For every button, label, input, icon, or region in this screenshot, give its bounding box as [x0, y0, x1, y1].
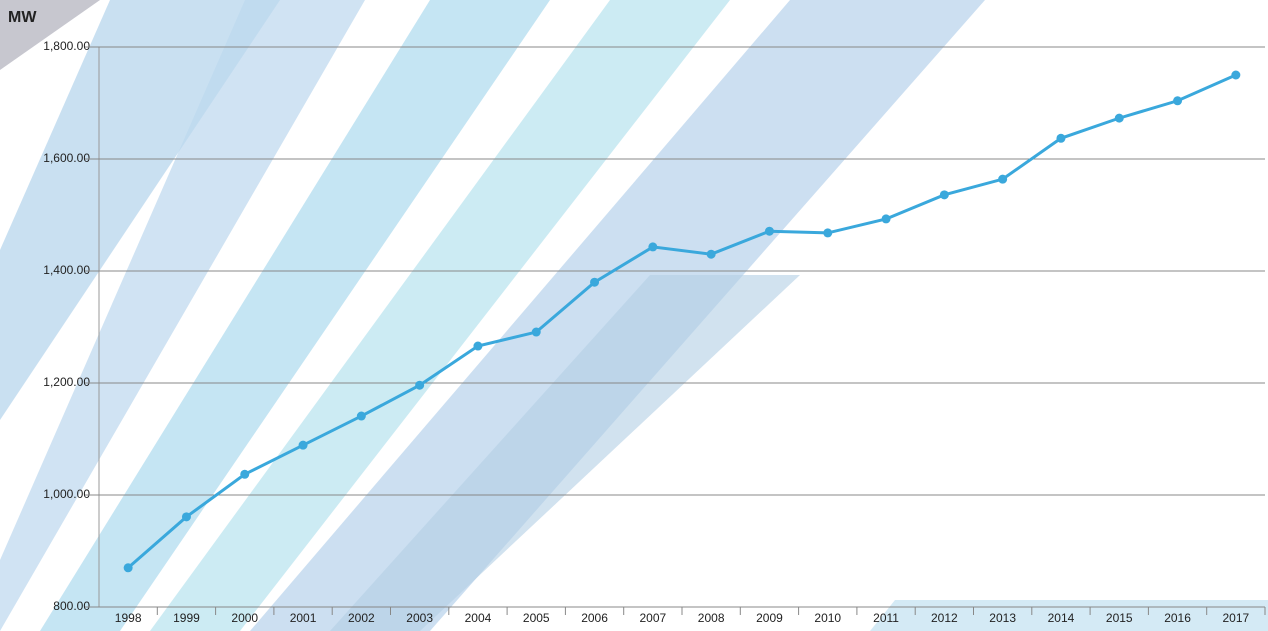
data-point	[240, 470, 249, 479]
x-tick-label: 2004	[465, 611, 492, 625]
y-tick-label: 1,400.00	[43, 263, 90, 277]
y-tick-label: 1,000.00	[43, 487, 90, 501]
y-axis-label: MW	[8, 9, 37, 26]
x-tick-label: 2016	[1164, 611, 1191, 625]
data-point	[998, 175, 1007, 184]
data-point	[590, 278, 599, 287]
x-tick-label: 2012	[931, 611, 958, 625]
data-point	[473, 342, 482, 351]
x-tick-label: 1998	[115, 611, 142, 625]
y-tick-label: 1,600.00	[43, 151, 90, 165]
x-tick-label: 2005	[523, 611, 550, 625]
background-stripes	[0, 0, 1268, 631]
y-tick-label: 800.00	[53, 599, 90, 613]
x-tick-label: 2011	[873, 611, 899, 625]
x-tick-label: 2013	[989, 611, 1016, 625]
data-point	[532, 328, 541, 337]
x-tick-label: 2009	[756, 611, 783, 625]
x-tick-label: 2008	[698, 611, 725, 625]
data-point	[124, 563, 133, 572]
chart: MW 800.00 1,000.00 1,200.00 1,400.00 1,600.0…	[0, 0, 1268, 631]
x-tick-label: 2006	[581, 611, 608, 625]
data-point	[648, 242, 657, 251]
y-tick-label: 1,800.00	[43, 39, 90, 53]
data-point	[707, 250, 716, 259]
x-tick-label: 2014	[1048, 611, 1075, 625]
x-tick-label: 2010	[814, 611, 841, 625]
x-tick-label: 2000	[231, 611, 258, 625]
data-point	[882, 214, 891, 223]
x-tick-label: 2015	[1106, 611, 1133, 625]
data-point	[940, 190, 949, 199]
data-point	[299, 441, 308, 450]
data-point	[357, 412, 366, 421]
data-point	[182, 512, 191, 521]
data-point	[1173, 96, 1182, 105]
data-point	[1231, 71, 1240, 80]
y-tick-label: 1,200.00	[43, 375, 90, 389]
x-tick-label: 2007	[639, 611, 666, 625]
x-tick-label: 2002	[348, 611, 375, 625]
x-tick-label: 2003	[406, 611, 433, 625]
data-point	[823, 228, 832, 237]
x-tick-label: 2017	[1222, 611, 1249, 625]
x-tick-label: 2001	[290, 611, 317, 625]
x-tick-label: 1999	[173, 611, 200, 625]
data-point	[1115, 114, 1124, 123]
data-point	[415, 381, 424, 390]
data-point	[765, 227, 774, 236]
data-point	[1056, 134, 1065, 143]
